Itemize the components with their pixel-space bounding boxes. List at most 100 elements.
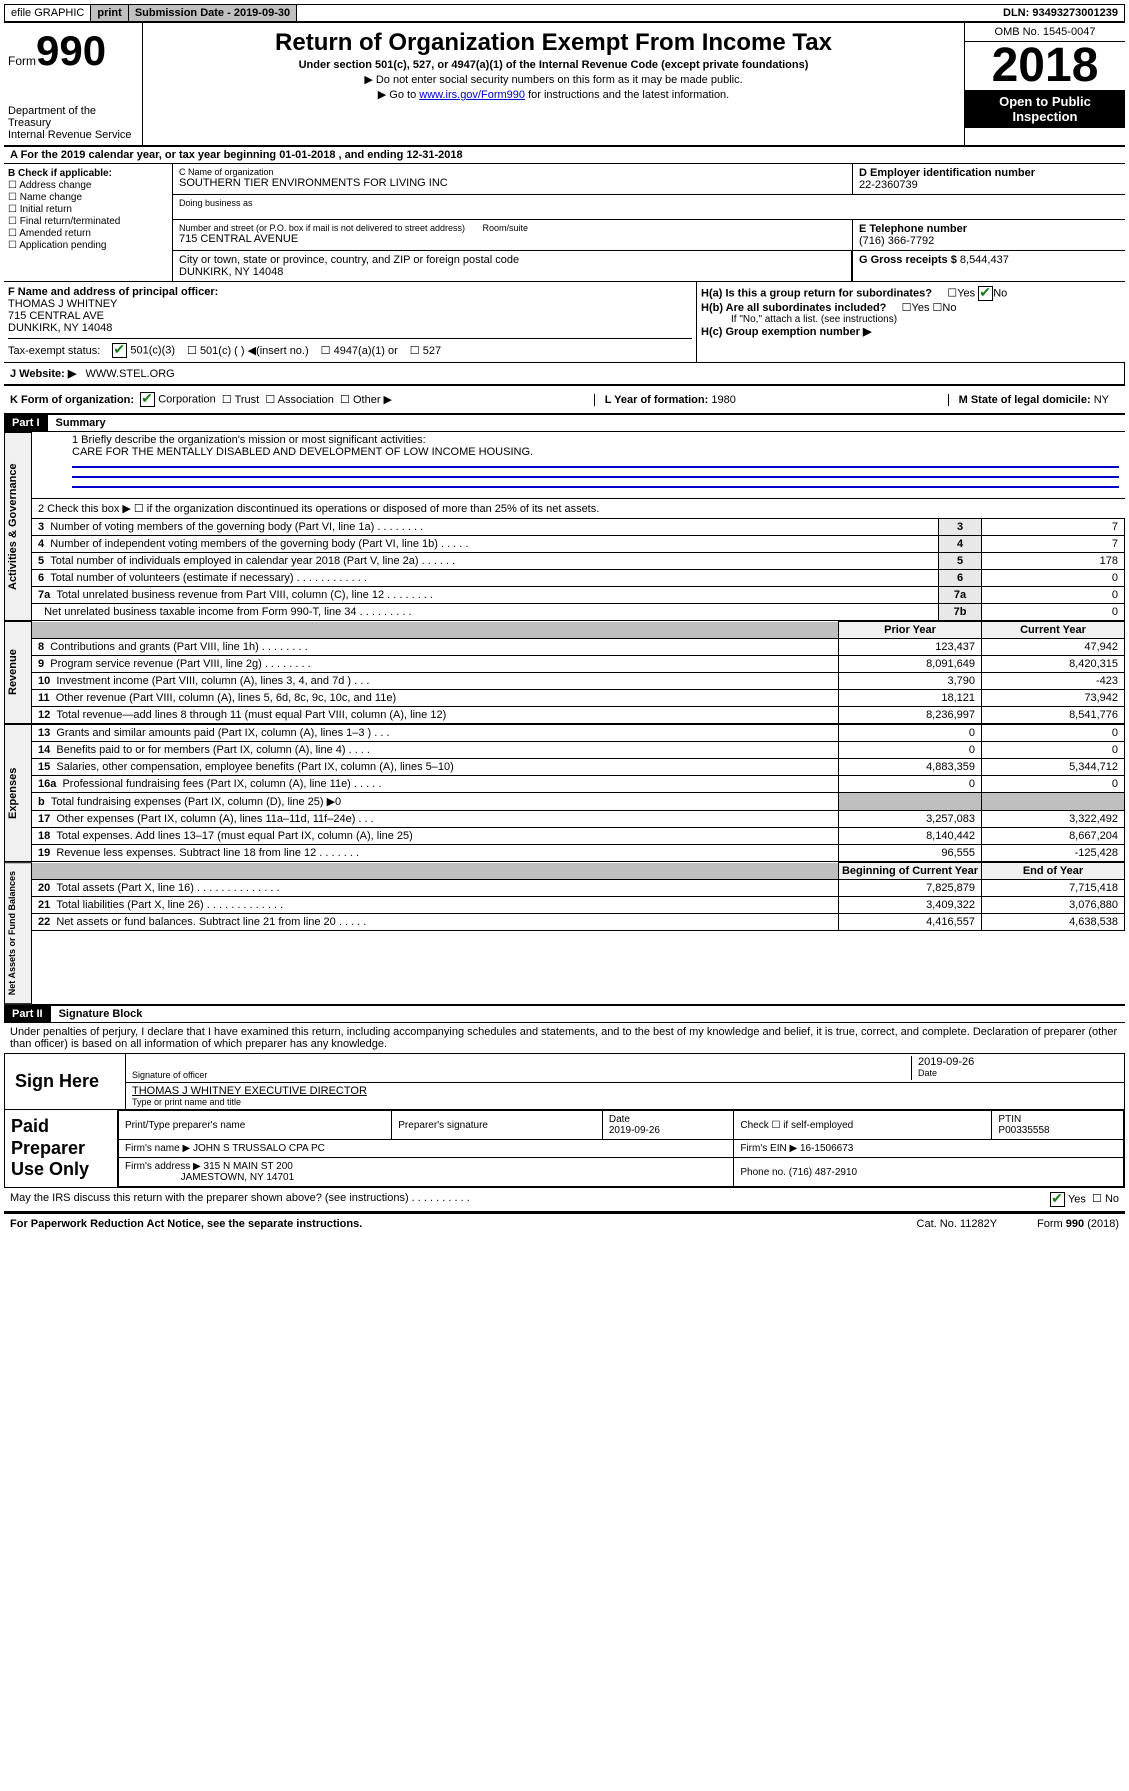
chk-initial[interactable]: ☐ Initial return [8, 204, 168, 215]
chk-corp[interactable]: Corporation [140, 392, 216, 407]
header-left: Form990 Department of the Treasury Inter… [4, 23, 143, 145]
name-title-caption: Type or print name and title [132, 1097, 367, 1107]
revenue-section: Revenue Prior YearCurrent Year8 Contribu… [4, 621, 1125, 724]
rev-row-desc: 12 Total revenue—add lines 8 through 11 … [32, 707, 839, 724]
discuss-text: May the IRS discuss this return with the… [10, 1192, 470, 1207]
exp-row-desc: 13 Grants and similar amounts paid (Part… [32, 725, 839, 742]
exp-row-current [982, 793, 1125, 811]
l-box: L Year of formation: 1980 [594, 394, 746, 406]
officer-city: DUNKIRK, NY 14048 [8, 322, 692, 334]
col-cdefg: C Name of organization SOUTHERN TIER ENV… [173, 164, 1125, 281]
gov-row-box: 7a [939, 587, 982, 604]
rev-row-prior: 18,121 [839, 690, 982, 707]
d-label: D Employer identification number [859, 167, 1119, 179]
exp-row-current: 8,667,204 [982, 828, 1125, 845]
hb-note: If "No," attach a list. (see instruction… [701, 314, 1121, 325]
street-label: Number and street (or P.O. box if mail i… [179, 223, 465, 233]
chk-501c3[interactable]: 501(c)(3) [112, 343, 175, 358]
g-label: G Gross receipts $ [859, 254, 957, 266]
net-section: Net Assets or Fund Balances Beginning of… [4, 862, 1125, 1006]
h-col: H(a) Is this a group return for subordin… [697, 282, 1125, 362]
rev-row-prior: 8,091,649 [839, 656, 982, 673]
discuss-no[interactable]: ☐ No [1092, 1192, 1119, 1207]
perjury-text: Under penalties of perjury, I declare th… [4, 1023, 1125, 1053]
chk-other[interactable]: ☐ Other ▶ [340, 393, 392, 406]
governance-section: Activities & Governance 1 Briefly descri… [4, 432, 1125, 621]
gov-row-box: 3 [939, 519, 982, 536]
ein-block: D Employer identification number 22-2360… [852, 164, 1125, 194]
chk-501c[interactable]: ☐ 501(c) ( ) ◀(insert no.) [187, 344, 309, 357]
sig-officer-caption: Signature of officer [132, 1070, 911, 1080]
rev-row-prior: 3,790 [839, 673, 982, 690]
street-block: Number and street (or P.O. box if mail i… [173, 220, 853, 250]
exp-row-prior: 96,555 [839, 845, 982, 862]
chk-application[interactable]: ☐ Application pending [8, 240, 168, 251]
chk-4947[interactable]: ☐ 4947(a)(1) or [321, 344, 398, 357]
exp-row-desc: 16a Professional fundraising fees (Part … [32, 776, 839, 793]
chk-trust[interactable]: ☐ Trust [222, 393, 259, 406]
net-row-beg: 7,825,879 [839, 880, 982, 897]
chk-final[interactable]: ☐ Final return/terminated [8, 216, 168, 227]
gov-row-box: 4 [939, 536, 982, 553]
net-header-spacer [32, 863, 839, 880]
i-label: Tax-exempt status: [8, 345, 100, 357]
rev-row-current: 73,942 [982, 690, 1125, 707]
net-table: Beginning of Current YearEnd of Year20 T… [32, 862, 1125, 931]
klm-row: K Form of organization: Corporation ☐ Tr… [4, 386, 1125, 415]
submission-date-button[interactable]: Submission Date - 2019-09-30 [129, 5, 297, 21]
irs-link[interactable]: www.irs.gov/Form990 [419, 89, 525, 101]
gov-row-val: 0 [982, 587, 1125, 604]
city-block: City or town, state or province, country… [173, 251, 852, 281]
prep-sig-cell: Preparer's signature [392, 1111, 603, 1140]
part1-header: Part I Summary [4, 415, 1125, 432]
line3-pre: ▶ Go to [378, 89, 419, 101]
form-header: Form990 Department of the Treasury Inter… [4, 23, 1125, 147]
exp-row-desc: 15 Salaries, other compensation, employe… [32, 759, 839, 776]
part1-title: Summary [48, 417, 106, 429]
header-middle: Return of Organization Exempt From Incom… [143, 23, 964, 145]
chk-name[interactable]: ☐ Name change [8, 192, 168, 203]
firm-ein-cell: Firm's EIN ▶ 16-1506673 [734, 1140, 1124, 1158]
period-row: A For the 2019 calendar year, or tax yea… [4, 147, 1125, 164]
tab-net: Net Assets or Fund Balances [4, 862, 32, 1004]
exp-row-prior: 8,140,442 [839, 828, 982, 845]
line1-label: 1 Briefly describe the organization's mi… [72, 434, 1119, 446]
exp-row-prior: 0 [839, 776, 982, 793]
ha-row: H(a) Is this a group return for subordin… [701, 286, 1121, 301]
col-end: End of Year [982, 863, 1125, 880]
gov-row-desc: 7a Total unrelated business revenue from… [32, 587, 939, 604]
hc-row: H(c) Group exemption number ▶ [701, 325, 1121, 338]
exp-row-current: 0 [982, 742, 1125, 759]
officer-street: 715 CENTRAL AVE [8, 310, 692, 322]
tax-year: 2018 [965, 42, 1125, 90]
rev-row-desc: 10 Investment income (Part VIII, column … [32, 673, 839, 690]
form-word: Form [8, 54, 36, 68]
header-line2: ▶ Do not enter social security numbers o… [147, 73, 960, 86]
chk-amended[interactable]: ☐ Amended return [8, 228, 168, 239]
discuss-yes[interactable]: Yes [1050, 1192, 1086, 1207]
self-emp-cell: Check ☐ if self-employed [734, 1111, 992, 1140]
chk-assoc[interactable]: ☐ Association [265, 393, 334, 406]
gov-row-desc: 5 Total number of individuals employed i… [32, 553, 939, 570]
chk-address[interactable]: ☐ Address change [8, 180, 168, 191]
mission-text: CARE FOR THE MENTALLY DISABLED AND DEVEL… [72, 446, 1119, 458]
signature-section: Sign Here Signature of officer 2019-09-2… [4, 1053, 1125, 1188]
city-label: City or town, state or province, country… [179, 254, 845, 266]
gov-row-desc: Net unrelated business taxable income fr… [32, 604, 939, 621]
exp-row-prior: 0 [839, 725, 982, 742]
print-button[interactable]: print [91, 5, 128, 21]
exp-row-desc: 14 Benefits paid to or for members (Part… [32, 742, 839, 759]
rev-header-spacer [32, 622, 839, 639]
chk-527[interactable]: ☐ 527 [410, 344, 441, 357]
officer-name: THOMAS J WHITNEY [8, 298, 692, 310]
mission-block: 1 Briefly describe the organization's mi… [32, 432, 1125, 499]
governance-table: 3 Number of voting members of the govern… [32, 518, 1125, 621]
firm-name-cell: Firm's name ▶ JOHN S TRUSSALO CPA PC [119, 1140, 734, 1158]
rev-row-prior: 8,236,997 [839, 707, 982, 724]
receipts-value: 8,544,437 [960, 254, 1009, 266]
hb-row: H(b) Are all subordinates included? ☐Yes… [701, 301, 1121, 314]
org-name: SOUTHERN TIER ENVIRONMENTS FOR LIVING IN… [179, 177, 846, 189]
rev-row-prior: 123,437 [839, 639, 982, 656]
gov-row-desc: 4 Number of independent voting members o… [32, 536, 939, 553]
paid-preparer-label: Paid Preparer Use Only [5, 1110, 118, 1187]
